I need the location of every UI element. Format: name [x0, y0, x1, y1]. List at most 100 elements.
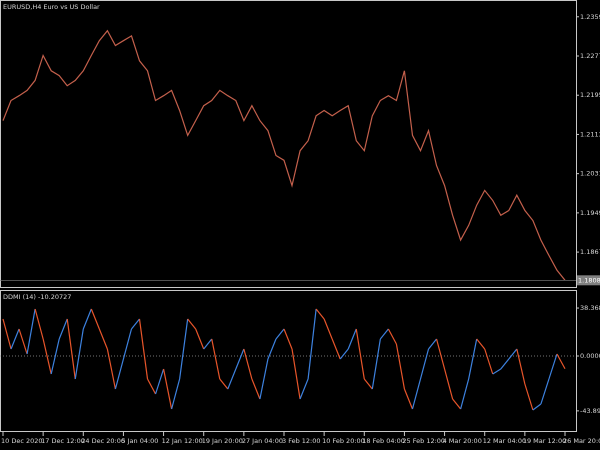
indicator-segment [540, 378, 550, 405]
last-price-box [577, 275, 600, 286]
indicator-segment [379, 328, 389, 340]
indicator-segment [42, 338, 52, 375]
indicator-segment [307, 308, 317, 380]
indicator-segment [26, 308, 36, 355]
indicator-segment [419, 348, 430, 380]
indicator-segment [235, 348, 245, 370]
y-tick-label: 1.23590 [580, 13, 600, 21]
indicator-segment [476, 338, 486, 350]
main-panel-frame [0, 0, 577, 288]
indicator-segment [66, 318, 76, 380]
indicator-segment [339, 348, 349, 360]
x-tick-label: 18 Feb 04:00 [362, 437, 405, 445]
y-tick-label: 1.19490 [580, 209, 600, 217]
x-tick-label: 24 Dec 20:00 [81, 437, 125, 445]
indicator-segment [299, 378, 309, 400]
sub-panel-frame [0, 290, 577, 432]
indicator-segment [492, 368, 502, 375]
indicator-segment [548, 353, 558, 380]
indicator-segment [106, 348, 116, 390]
y-tick-label: 1.21950 [580, 91, 600, 99]
indicator-segment [162, 368, 173, 410]
indicator-segment [227, 368, 237, 390]
indicator-segment [452, 398, 462, 410]
indicator-segment [484, 348, 494, 375]
indicator-segment [58, 318, 68, 340]
indicator-segment [146, 378, 157, 395]
indicator-segment [275, 328, 285, 340]
indicator-segment [179, 318, 189, 380]
indicator-segment [468, 338, 478, 380]
indicator-segment [508, 348, 518, 360]
indicator-segment [50, 338, 60, 375]
indicator-segment [443, 368, 454, 400]
indicator-segment [243, 348, 253, 380]
x-tick-label: 26 Mar 20:00 [563, 437, 600, 445]
indicator-segment [347, 328, 357, 350]
indicator-segment [435, 338, 446, 370]
indicator-title: DDMI (14) -10.20727 [3, 293, 71, 301]
indicator-segment [187, 318, 197, 330]
last-price-label: 1.18080 [578, 276, 600, 284]
x-tick-label: 5 Jan 04:00 [121, 437, 158, 445]
indicator-segment [428, 338, 438, 350]
y-tick-label: 1.22770 [580, 52, 600, 60]
x-tick-label: 12 Mar 04:00 [483, 437, 526, 445]
indicator-segment [371, 338, 381, 390]
x-tick-label: 3 Feb 12:00 [282, 437, 321, 445]
indicator-segment [34, 308, 44, 340]
indicator-segment [323, 318, 333, 340]
indicator-segment [500, 358, 510, 370]
indicator-segment [10, 328, 20, 350]
indicator-segment [74, 328, 84, 380]
indicator-segment [90, 308, 100, 330]
indicator-segment [171, 378, 181, 410]
indicator-segment [18, 328, 28, 355]
y-tick-label: 0.00000 [580, 352, 600, 360]
x-tick-label: 27 Jan 04:00 [242, 437, 283, 445]
y-tick-label: 38.36860 [580, 304, 600, 312]
x-tick-label: 17 Dec 12:00 [41, 437, 85, 445]
chart-title: EURUSD,H4 Euro vs US Dollar [3, 3, 100, 11]
indicator-segment [524, 383, 534, 411]
indicator-segment [138, 318, 149, 380]
indicator-segment [363, 378, 373, 390]
x-tick-label: 25 Feb 12:00 [402, 437, 445, 445]
indicator-segment [259, 358, 269, 400]
indicator-segment [403, 388, 414, 410]
indicator-segment [315, 308, 325, 320]
indicator-segment [122, 328, 133, 360]
indicator-segment [251, 378, 261, 400]
y-tick-label: 1.18670 [580, 248, 600, 256]
indicator-segment [532, 403, 542, 411]
x-tick-label: 12 Jan 12:00 [162, 437, 203, 445]
price-line [2, 29, 566, 281]
y-tick-label: 1.21130 [580, 130, 600, 138]
y-tick-label: 1.20310 [580, 170, 600, 178]
indicator-segment [130, 318, 140, 330]
indicator-segment [387, 328, 397, 345]
indicator-segment [460, 378, 470, 410]
indicator-segment [331, 338, 341, 360]
indicator-segment [355, 328, 365, 380]
x-tick-label: 4 Mar 20:00 [443, 437, 482, 445]
indicator-segment [2, 318, 12, 350]
indicator-segment [219, 378, 229, 390]
y-tick-label: -43.89439 [580, 407, 600, 415]
x-tick-label: 10 Feb 20:00 [322, 437, 365, 445]
indicator-segment [516, 348, 526, 385]
indicator-segment [114, 358, 125, 390]
x-tick-label: 19 Jan 20:00 [202, 437, 243, 445]
indicator-segment [82, 308, 92, 330]
indicator-segment [154, 368, 165, 395]
indicator-segment [395, 343, 406, 390]
indicator-segment [203, 338, 213, 350]
x-tick-label: 19 Mar 12:00 [523, 437, 566, 445]
indicator-segment [267, 338, 277, 360]
indicator-segment [411, 378, 422, 410]
indicator-segment [98, 328, 108, 350]
x-tick-label: 10 Dec 2020 [1, 437, 43, 445]
indicator-segment [291, 348, 301, 400]
